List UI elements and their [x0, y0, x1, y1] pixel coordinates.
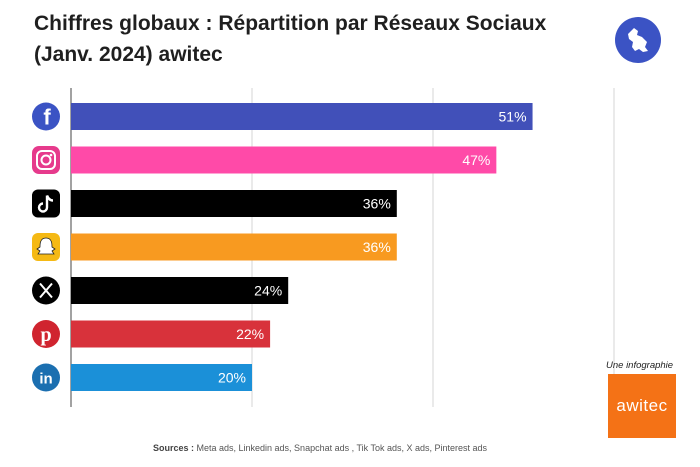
- island-logo-icon: [615, 17, 661, 63]
- awitec-badge: awitec: [608, 374, 676, 438]
- bar-facebook: [71, 103, 533, 130]
- sources-text: Meta ads, Linkedin ads, Snapchat ads , T…: [196, 443, 488, 453]
- pinterest-icon: p: [32, 320, 60, 348]
- badge-brand: awitec: [616, 396, 668, 415]
- linkedin-icon: in: [32, 363, 60, 392]
- svg-text:p: p: [40, 324, 51, 346]
- instagram-icon: [32, 146, 60, 174]
- value-label: 47%: [462, 152, 490, 168]
- bar-snapchat: [71, 233, 397, 261]
- value-label: 20%: [218, 370, 246, 386]
- tiktok-icon: [32, 189, 60, 218]
- bar-tiktok: [71, 190, 397, 217]
- bar-instagram: [71, 146, 497, 174]
- svg-text:f: f: [43, 105, 51, 130]
- bar-x: [71, 277, 289, 304]
- svg-text:in: in: [39, 371, 52, 388]
- snapchat-icon: [32, 233, 60, 261]
- facebook-icon: f: [32, 102, 60, 131]
- chart-title: Chiffres globaux : Répartition par Résea…: [34, 8, 594, 70]
- badge-caption: Une infographie: [606, 360, 674, 371]
- sources-label: Sources :: [152, 443, 194, 453]
- value-label: 22%: [236, 326, 264, 342]
- bar-pinterest: [71, 320, 271, 348]
- value-label: 36%: [363, 239, 391, 255]
- value-label: 36%: [363, 196, 391, 212]
- title-line-1: Chiffres globaux : Répartition par Résea…: [34, 12, 547, 35]
- value-label: 24%: [254, 283, 282, 299]
- sources-note: Sources : Meta ads, Linkedin ads, Snapch…: [0, 443, 640, 453]
- title-line-2: (Janv. 2024) awitec: [34, 43, 223, 66]
- value-label: 51%: [499, 109, 527, 125]
- bar-linkedin: [71, 364, 252, 391]
- x-icon: [32, 276, 60, 305]
